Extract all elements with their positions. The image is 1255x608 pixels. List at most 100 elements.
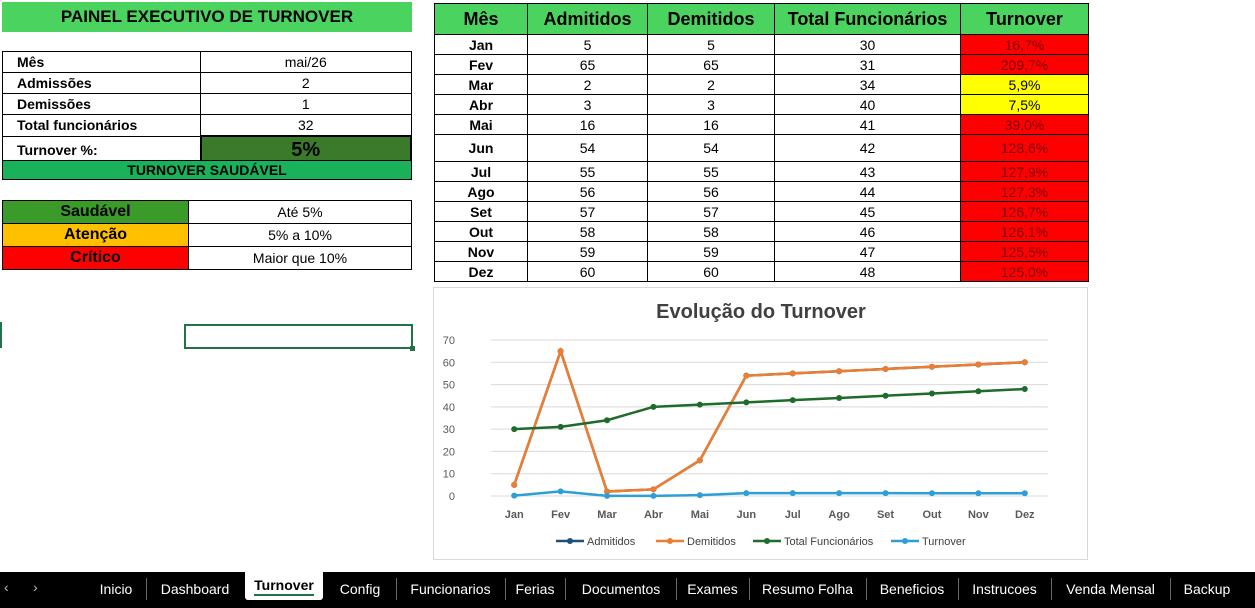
data-point[interactable]	[882, 365, 889, 372]
dismissed-cell[interactable]: 57	[647, 201, 775, 222]
month-cell[interactable]: Nov	[434, 241, 528, 262]
tab-funcionarios[interactable]: Funcionarios	[396, 578, 506, 600]
turnover-label[interactable]: Turnover %:	[2, 135, 201, 165]
data-point[interactable]	[696, 492, 703, 499]
tab-dashboard[interactable]: Dashboard	[146, 578, 244, 600]
data-point[interactable]	[882, 392, 889, 399]
tab-turnover[interactable]: Turnover	[245, 572, 323, 600]
data-point[interactable]	[789, 490, 796, 497]
admitted-cell[interactable]: 56	[527, 181, 648, 202]
tab-documentos[interactable]: Documentos	[566, 578, 677, 600]
header-month[interactable]: Mês	[434, 3, 528, 35]
selected-cell[interactable]	[184, 324, 415, 351]
dismissed-cell[interactable]: 16	[647, 114, 775, 135]
admitted-cell[interactable]: 16	[527, 114, 648, 135]
turnover-cell[interactable]: 128,6%	[960, 134, 1089, 162]
legend-label-healthy[interactable]: Saudável	[2, 200, 189, 224]
dismissed-cell[interactable]: 54	[647, 134, 775, 162]
turnover-cell[interactable]: 126,1%	[960, 221, 1089, 242]
dismissed-cell[interactable]: 2	[647, 74, 775, 95]
dismissed-cell[interactable]: 56	[647, 181, 775, 202]
kpi-value[interactable]: 32	[200, 114, 412, 137]
data-point[interactable]	[511, 492, 518, 499]
data-point[interactable]	[882, 490, 889, 497]
dismissed-cell[interactable]: 65	[647, 54, 775, 75]
total-employees-cell[interactable]: 41	[774, 114, 961, 135]
header-dismissed[interactable]: Demitidos	[647, 3, 775, 35]
dismissed-cell[interactable]: 5	[647, 34, 775, 55]
data-point[interactable]	[1021, 359, 1028, 366]
admitted-cell[interactable]: 57	[527, 201, 648, 222]
turnover-cell[interactable]: 125,5%	[960, 241, 1089, 262]
month-cell[interactable]: Fev	[434, 54, 528, 75]
data-point[interactable]	[928, 390, 935, 397]
month-cell[interactable]: Mar	[434, 74, 528, 95]
total-employees-cell[interactable]: 46	[774, 221, 961, 242]
data-point[interactable]	[928, 490, 935, 497]
prev-sheet-icon[interactable]: ‹	[4, 579, 9, 595]
turnover-cell[interactable]: 5,9%	[960, 74, 1089, 95]
data-point[interactable]	[650, 403, 657, 410]
month-cell[interactable]: Abr	[434, 94, 528, 115]
total-employees-cell[interactable]: 31	[774, 54, 961, 75]
kpi-value[interactable]: 2	[200, 72, 412, 94]
legend-range-healthy[interactable]: Até 5%	[188, 200, 412, 224]
data-point[interactable]	[604, 492, 611, 499]
data-point[interactable]	[975, 490, 982, 497]
data-point[interactable]	[743, 399, 750, 406]
data-point[interactable]	[557, 423, 564, 430]
tab-inicio[interactable]: Inicio	[86, 578, 147, 600]
admitted-cell[interactable]: 58	[527, 221, 648, 242]
data-point[interactable]	[928, 363, 935, 370]
turnover-cell[interactable]: 127,3%	[960, 181, 1089, 202]
total-employees-cell[interactable]: 42	[774, 134, 961, 162]
month-cell[interactable]: Mai	[434, 114, 528, 135]
turnover-cell[interactable]: 7,5%	[960, 94, 1089, 115]
month-cell[interactable]: Ago	[434, 181, 528, 202]
data-point[interactable]	[789, 397, 796, 404]
tab-beneficios[interactable]: Beneficios	[866, 578, 959, 600]
data-point[interactable]	[696, 401, 703, 408]
month-cell[interactable]: Jan	[434, 34, 528, 55]
turnover-chart[interactable]: Evolução do Turnover 0 10 20 30 40 50 60 70 Jan…	[433, 287, 1088, 560]
turnover-cell[interactable]: 209,7%	[960, 54, 1089, 75]
dismissed-cell[interactable]: 55	[647, 161, 775, 182]
header-admitted[interactable]: Admitidos	[527, 3, 648, 35]
turnover-cell[interactable]: 16,7%	[960, 34, 1089, 55]
month-cell[interactable]: Jun	[434, 134, 528, 162]
turnover-cell[interactable]: 39,0%	[960, 114, 1089, 135]
dismissed-cell[interactable]: 3	[647, 94, 775, 115]
data-point[interactable]	[511, 426, 518, 433]
turnover-cell[interactable]: 127,9%	[960, 161, 1089, 182]
header-turnover[interactable]: Turnover	[960, 3, 1089, 35]
data-point[interactable]	[743, 490, 750, 497]
total-employees-cell[interactable]: 34	[774, 74, 961, 95]
data-point[interactable]	[650, 492, 657, 499]
kpi-label[interactable]: Mês	[2, 51, 201, 73]
total-employees-cell[interactable]: 45	[774, 201, 961, 222]
tab-venda-mensal[interactable]: Venda Mensal	[1051, 578, 1171, 600]
kpi-label[interactable]: Total funcionários	[2, 114, 201, 137]
admitted-cell[interactable]: 60	[527, 261, 648, 282]
series-line-turnover[interactable]	[514, 490, 1025, 498]
dismissed-cell[interactable]: 58	[647, 221, 775, 242]
month-cell[interactable]: Set	[434, 201, 528, 222]
tab-exames[interactable]: Exames	[676, 578, 750, 600]
data-point[interactable]	[789, 370, 796, 377]
legend-entry[interactable]: Demitidos	[687, 536, 736, 548]
data-point[interactable]	[650, 486, 657, 493]
dismissed-cell[interactable]: 60	[647, 261, 775, 282]
admitted-cell[interactable]: 59	[527, 241, 648, 262]
total-employees-cell[interactable]: 40	[774, 94, 961, 115]
kpi-label[interactable]: Demissões	[2, 93, 201, 115]
data-point[interactable]	[604, 488, 611, 495]
tab-backup[interactable]: Backup	[1170, 578, 1244, 600]
tab-resumo-folha[interactable]: Resumo Folha	[749, 578, 867, 600]
tab-instrucoes[interactable]: Instrucoes	[958, 578, 1052, 600]
legend-entry[interactable]: Admitidos	[587, 536, 636, 548]
total-employees-cell[interactable]: 48	[774, 261, 961, 282]
admitted-cell[interactable]: 2	[527, 74, 648, 95]
total-employees-cell[interactable]: 43	[774, 161, 961, 182]
data-point[interactable]	[604, 417, 611, 424]
month-cell[interactable]: Dez	[434, 261, 528, 282]
